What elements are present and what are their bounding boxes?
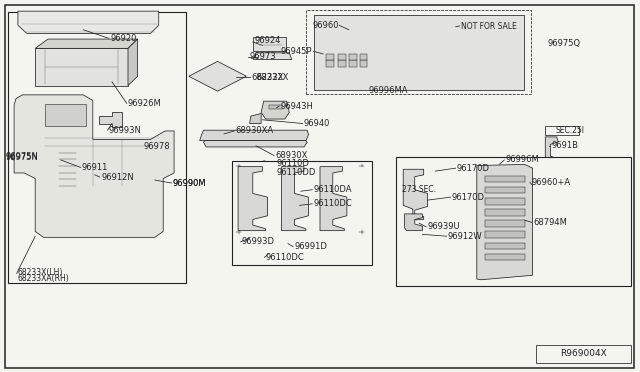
Ellipse shape xyxy=(531,41,545,47)
Text: 96993N: 96993N xyxy=(109,126,141,135)
Text: 96110DD: 96110DD xyxy=(276,168,316,177)
Text: R969004X: R969004X xyxy=(560,349,607,358)
Text: 96990M: 96990M xyxy=(173,179,207,187)
Ellipse shape xyxy=(448,21,463,32)
Polygon shape xyxy=(403,169,428,220)
Text: 96945P: 96945P xyxy=(280,47,312,56)
Polygon shape xyxy=(314,15,524,90)
Bar xyxy=(349,60,357,67)
Text: 96991D: 96991D xyxy=(294,242,327,251)
Polygon shape xyxy=(128,39,138,86)
Text: 68930X: 68930X xyxy=(275,151,308,160)
Polygon shape xyxy=(12,153,24,163)
Text: 68930XA: 68930XA xyxy=(236,126,274,135)
Text: 96920: 96920 xyxy=(110,34,136,43)
Bar xyxy=(485,254,525,260)
Text: 96939U: 96939U xyxy=(428,222,460,231)
Text: 68794M: 68794M xyxy=(533,218,567,227)
Bar xyxy=(485,231,525,238)
Text: 96940: 96940 xyxy=(304,119,330,128)
Polygon shape xyxy=(238,167,268,231)
Bar xyxy=(485,176,525,182)
Text: NOT FOR SALE: NOT FOR SALE xyxy=(461,22,516,31)
Text: 96170D: 96170D xyxy=(452,193,485,202)
Ellipse shape xyxy=(438,33,481,65)
Text: 96960+A: 96960+A xyxy=(531,178,570,187)
Polygon shape xyxy=(404,214,422,231)
Polygon shape xyxy=(14,95,174,237)
Polygon shape xyxy=(253,53,292,60)
Bar xyxy=(349,54,357,60)
Bar xyxy=(360,54,367,60)
Polygon shape xyxy=(45,104,86,126)
Text: 96110DC: 96110DC xyxy=(266,253,305,262)
Text: 96926M: 96926M xyxy=(128,99,162,108)
Polygon shape xyxy=(35,39,138,48)
Polygon shape xyxy=(477,164,532,280)
Bar xyxy=(536,345,631,363)
Bar xyxy=(338,60,346,67)
Polygon shape xyxy=(261,101,289,119)
Text: 96912N: 96912N xyxy=(101,173,134,182)
Text: 96110DA: 96110DA xyxy=(314,185,352,194)
Text: 273 SEC.: 273 SEC. xyxy=(402,185,436,194)
Text: 96975N: 96975N xyxy=(5,153,38,162)
Polygon shape xyxy=(282,167,308,231)
Ellipse shape xyxy=(236,229,242,234)
Polygon shape xyxy=(18,11,159,33)
Text: 96110DC: 96110DC xyxy=(314,199,353,208)
Text: 96996MA: 96996MA xyxy=(369,86,408,94)
Text: 68232X: 68232X xyxy=(251,73,284,82)
Bar xyxy=(326,54,334,60)
Text: 96912W: 96912W xyxy=(448,232,483,241)
Text: 68233XA(RH): 68233XA(RH) xyxy=(18,274,70,283)
Text: 96975Q: 96975Q xyxy=(547,39,580,48)
Ellipse shape xyxy=(358,163,365,168)
Polygon shape xyxy=(189,61,246,91)
Text: 96973: 96973 xyxy=(250,52,276,61)
Bar xyxy=(360,60,367,67)
Text: 9691B: 9691B xyxy=(552,141,579,150)
Polygon shape xyxy=(200,130,308,141)
Text: 96990M: 96990M xyxy=(173,179,207,187)
Text: 96996M: 96996M xyxy=(506,155,540,164)
Text: SEC.25I: SEC.25I xyxy=(556,126,584,135)
Bar xyxy=(485,220,525,227)
Ellipse shape xyxy=(358,229,365,234)
Text: 68232X: 68232X xyxy=(256,73,289,82)
Bar xyxy=(8,12,186,283)
Bar xyxy=(485,198,525,205)
Bar xyxy=(545,126,579,135)
Text: 96943H: 96943H xyxy=(280,102,313,110)
Bar xyxy=(396,157,631,286)
Bar xyxy=(269,105,282,109)
Bar xyxy=(485,243,525,249)
Bar xyxy=(338,54,346,60)
Ellipse shape xyxy=(236,163,242,168)
Bar xyxy=(232,161,372,265)
Text: 96975N: 96975N xyxy=(5,153,38,161)
Text: 96978: 96978 xyxy=(144,142,171,151)
Ellipse shape xyxy=(255,158,262,163)
Text: 96911: 96911 xyxy=(82,163,108,172)
Polygon shape xyxy=(250,113,261,124)
Text: 96993D: 96993D xyxy=(242,237,275,246)
Bar xyxy=(253,37,286,51)
Polygon shape xyxy=(320,167,347,231)
Bar xyxy=(485,209,525,216)
Polygon shape xyxy=(545,137,560,161)
Ellipse shape xyxy=(442,36,477,62)
Bar xyxy=(326,60,334,67)
Polygon shape xyxy=(35,48,128,86)
Bar xyxy=(485,187,525,193)
Text: 96924: 96924 xyxy=(254,36,280,45)
Polygon shape xyxy=(204,141,307,147)
Text: 96110D: 96110D xyxy=(276,159,309,168)
Polygon shape xyxy=(99,112,122,127)
Text: 96960: 96960 xyxy=(312,21,339,30)
Ellipse shape xyxy=(255,169,262,173)
Text: 68233X(LH): 68233X(LH) xyxy=(18,268,63,277)
Text: 96170D: 96170D xyxy=(457,164,490,173)
Polygon shape xyxy=(136,142,159,152)
